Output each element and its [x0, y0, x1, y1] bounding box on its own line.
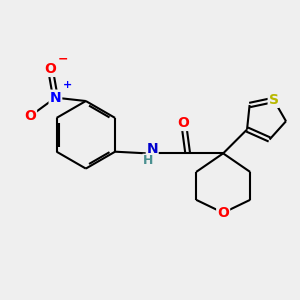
- Text: O: O: [24, 109, 36, 123]
- Text: +: +: [63, 80, 72, 90]
- Text: O: O: [217, 206, 229, 220]
- Text: H: H: [143, 154, 153, 167]
- Text: O: O: [178, 116, 190, 130]
- Text: N: N: [146, 142, 158, 156]
- Text: O: O: [44, 62, 56, 76]
- Text: −: −: [58, 52, 68, 65]
- Text: S: S: [269, 93, 279, 107]
- Text: N: N: [50, 91, 61, 105]
